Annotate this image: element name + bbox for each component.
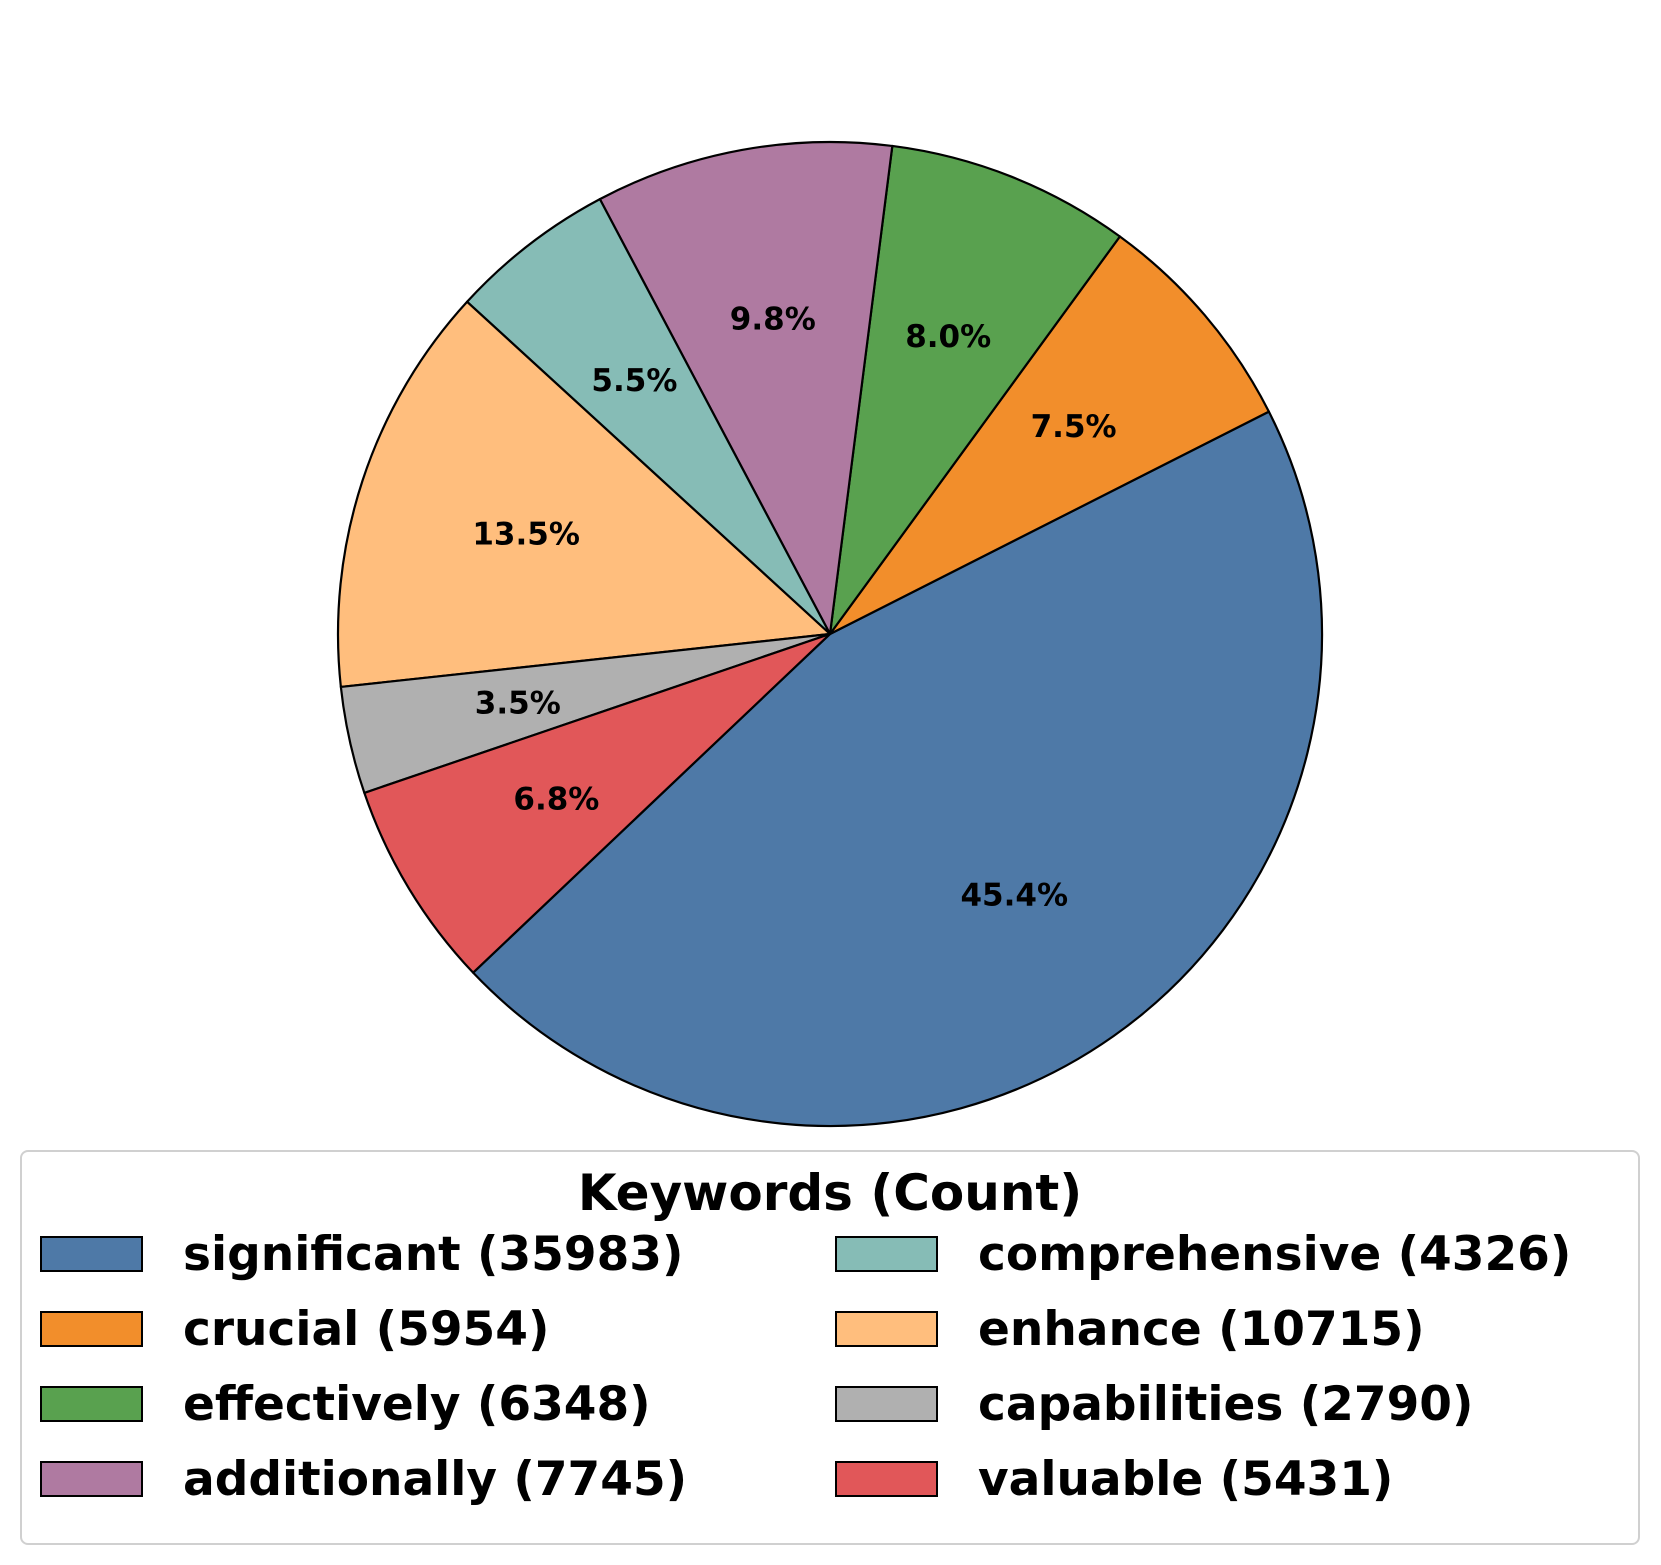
pie-label-crucial: 7.5% [1031,409,1117,445]
pie-slice-valuable [363,632,832,974]
legend-label-capabilities: capabilities (2790) [978,1376,1474,1432]
legend-label-significant: significant (35983) [183,1226,684,1282]
pie-label-comprehensive: 5.5% [591,363,677,399]
legend-label-comprehensive: comprehensive (4326) [978,1226,1572,1282]
legend-item-significant: significant (35983) [40,1226,684,1282]
legend-item-comprehensive: comprehensive (4326) [835,1226,1572,1282]
pie-slice-significant [472,410,1324,1128]
pie-label-valuable: 6.8% [513,782,599,818]
legend-swatch-effectively [40,1386,143,1422]
pie-slice-additionally [598,140,894,636]
legend-swatch-additionally [40,1461,143,1497]
pie-slices [336,140,1324,1128]
legend-title: Keywords (Count) [577,1164,1083,1222]
legend-label-enhance: enhance (10715) [978,1301,1425,1357]
legend-item-capabilities: capabilities (2790) [835,1376,1474,1432]
pie-label-significant: 45.4% [960,877,1068,913]
legend-item-valuable: valuable (5431) [835,1451,1394,1507]
pie-slice-effectively [828,144,1121,636]
legend-item-effectively: effectively (6348) [40,1376,651,1432]
legend-label-valuable: valuable (5431) [978,1451,1394,1507]
legend-label-additionally: additionally (7745) [183,1451,688,1507]
legend-swatch-significant [40,1236,143,1272]
legend-swatch-crucial [40,1311,143,1347]
pie-label-effectively: 8.0% [905,319,991,355]
legend-item-additionally: additionally (7745) [40,1451,688,1507]
pie-chart: 45.4% 7.5% 8.0% 9.8% 5.5% 13.5% 3.5% 6.8% [336,140,1324,1128]
legend-label-crucial: crucial (5954) [183,1301,550,1357]
legend-item-crucial: crucial (5954) [40,1301,550,1357]
legend-swatch-capabilities [835,1386,938,1422]
pie-slice-enhance [336,300,832,689]
pie-slice-crucial [828,235,1270,636]
legend-item-enhance: enhance (10715) [835,1301,1425,1357]
legend-swatch-enhance [835,1311,938,1347]
legend-swatch-valuable [835,1461,938,1497]
legend-label-effectively: effectively (6348) [183,1376,651,1432]
pie-percent-labels: 45.4% 7.5% 8.0% 9.8% 5.5% 13.5% 3.5% 6.8% [472,301,1116,913]
legend: Keywords (Count) significant (35983) cruc… [20,1150,1640,1545]
pie-label-enhance: 13.5% [472,516,580,552]
pie-label-additionally: 9.8% [730,301,816,337]
pie-label-capabilities: 3.5% [475,685,561,721]
pie-slice-comprehensive [466,198,832,636]
legend-swatch-comprehensive [835,1236,938,1272]
